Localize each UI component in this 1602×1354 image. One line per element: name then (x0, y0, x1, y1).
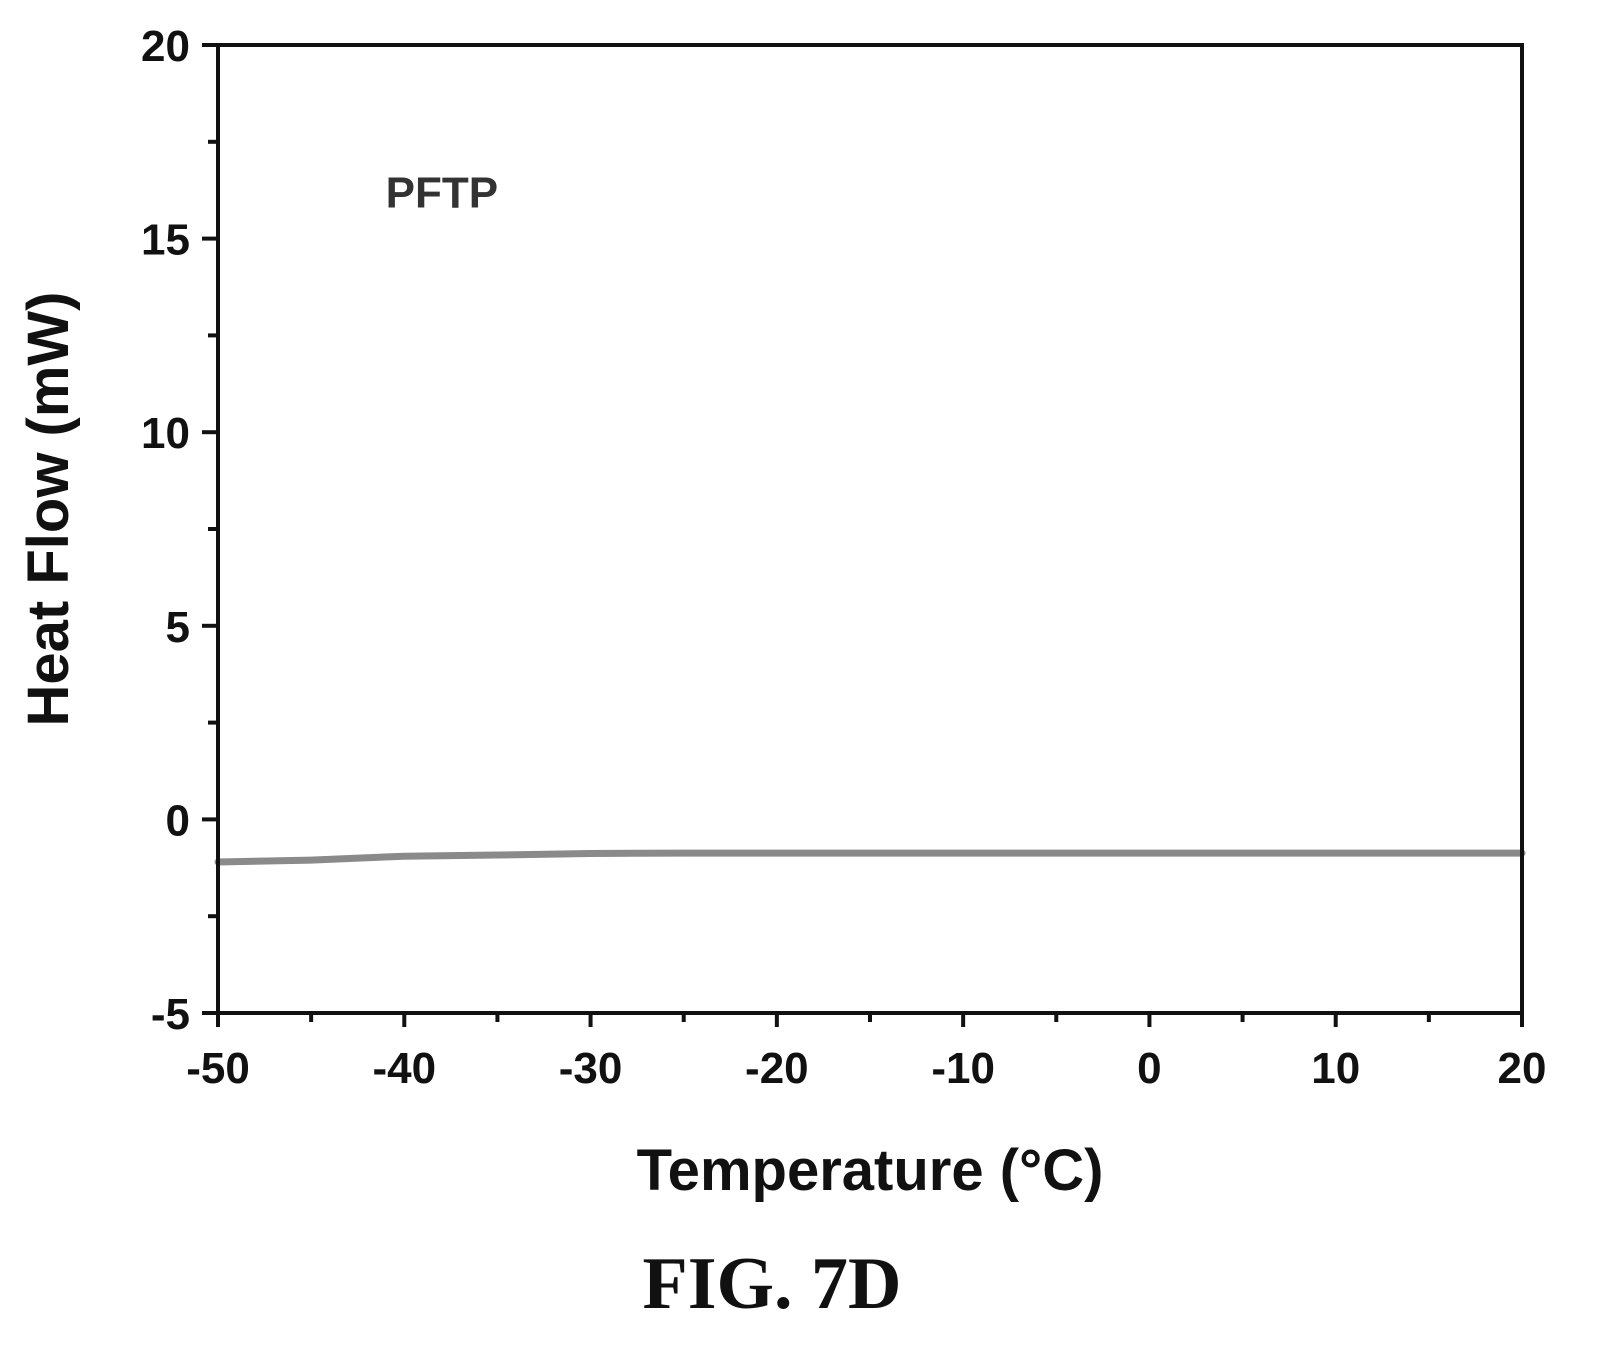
x-tick-label: -30 (559, 1044, 623, 1093)
x-tick-label: -50 (186, 1044, 250, 1093)
x-tick-label: 0 (1137, 1044, 1161, 1093)
x-tick-label: -10 (931, 1044, 995, 1093)
x-tick-label: 10 (1311, 1044, 1360, 1093)
x-tick-label: -40 (372, 1044, 436, 1093)
x-axis-title: Temperature (°C) (637, 1138, 1104, 1203)
x-tick-label: 20 (1498, 1044, 1547, 1093)
y-tick-label: 15 (141, 216, 190, 265)
figure-caption: FIG. 7D (643, 1243, 902, 1325)
series-layer (214, 849, 1526, 866)
y-tick-label: 0 (166, 796, 190, 845)
y-tick-label: 5 (166, 603, 190, 652)
x-tick-label: -20 (745, 1044, 809, 1093)
series-line (214, 849, 1526, 866)
plot-frame (216, 43, 1524, 1015)
y-tick-label: 10 (141, 409, 190, 458)
annotation-label: PFTP (386, 169, 498, 218)
y-axis-title: Heat Flow (mW) (16, 292, 81, 727)
y-tick-label: -5 (151, 990, 190, 1039)
y-tick-label: 20 (141, 22, 190, 71)
